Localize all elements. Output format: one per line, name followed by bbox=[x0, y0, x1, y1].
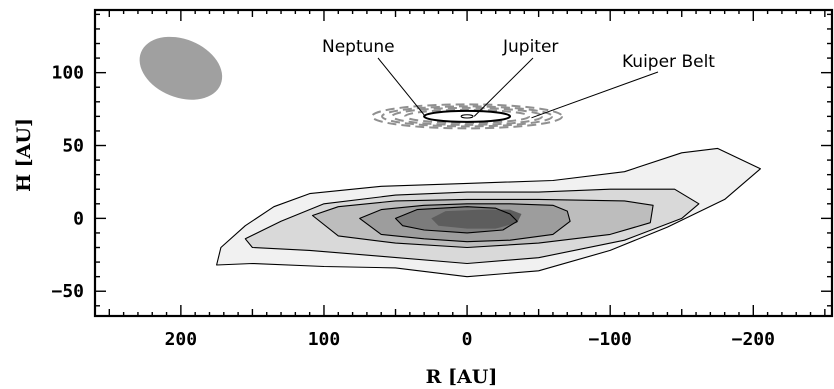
annotation-neptune: Neptune bbox=[322, 37, 395, 57]
density-fill-level-6 bbox=[431, 209, 522, 229]
leader-line-2 bbox=[531, 71, 659, 119]
contour-lines bbox=[216, 147, 761, 278]
leader-line-0 bbox=[377, 57, 425, 116]
kuiper-belt-ring-1 bbox=[381, 105, 554, 128]
y-tick-label: −50 bbox=[51, 281, 84, 302]
beam-ellipse bbox=[139, 36, 223, 100]
annotation-kuiper-belt: Kuiper Belt bbox=[622, 52, 715, 72]
x-tick-label: −100 bbox=[589, 329, 632, 350]
x-tick-label: 100 bbox=[308, 329, 341, 350]
plot-frame bbox=[93, 8, 834, 318]
contour-level-2 bbox=[244, 188, 700, 265]
kuiper-belt-ring-2 bbox=[391, 106, 544, 126]
axis-ticks: 200 100 0 −100 −200 100 50 0 −50 bbox=[51, 10, 832, 350]
x-tick-label: −200 bbox=[732, 329, 775, 350]
plot-border bbox=[93, 8, 834, 318]
x-axis-label: R [AU] bbox=[426, 366, 498, 388]
y-axis-label: H [AU] bbox=[13, 118, 35, 192]
y-tick-label: 100 bbox=[51, 63, 84, 84]
contour-level-3 bbox=[311, 198, 654, 249]
y-tick-label: 50 bbox=[62, 136, 84, 157]
contour-level-4 bbox=[359, 203, 571, 243]
y-tick-label: 0 bbox=[73, 208, 84, 229]
contour-level-5 bbox=[394, 206, 518, 234]
x-tick-label: 200 bbox=[165, 329, 198, 350]
solar-system-inset bbox=[371, 103, 564, 130]
density-heatmap bbox=[216, 148, 761, 277]
neptune-orbit bbox=[423, 109, 512, 123]
x-tick-label: 0 bbox=[462, 329, 473, 350]
leader-line-1 bbox=[473, 57, 534, 117]
contour-level-1 bbox=[216, 147, 761, 278]
annotation-jupiter: Jupiter bbox=[502, 37, 558, 57]
jupiter-orbit bbox=[460, 114, 474, 119]
kuiper-belt-ring-0 bbox=[371, 103, 564, 130]
